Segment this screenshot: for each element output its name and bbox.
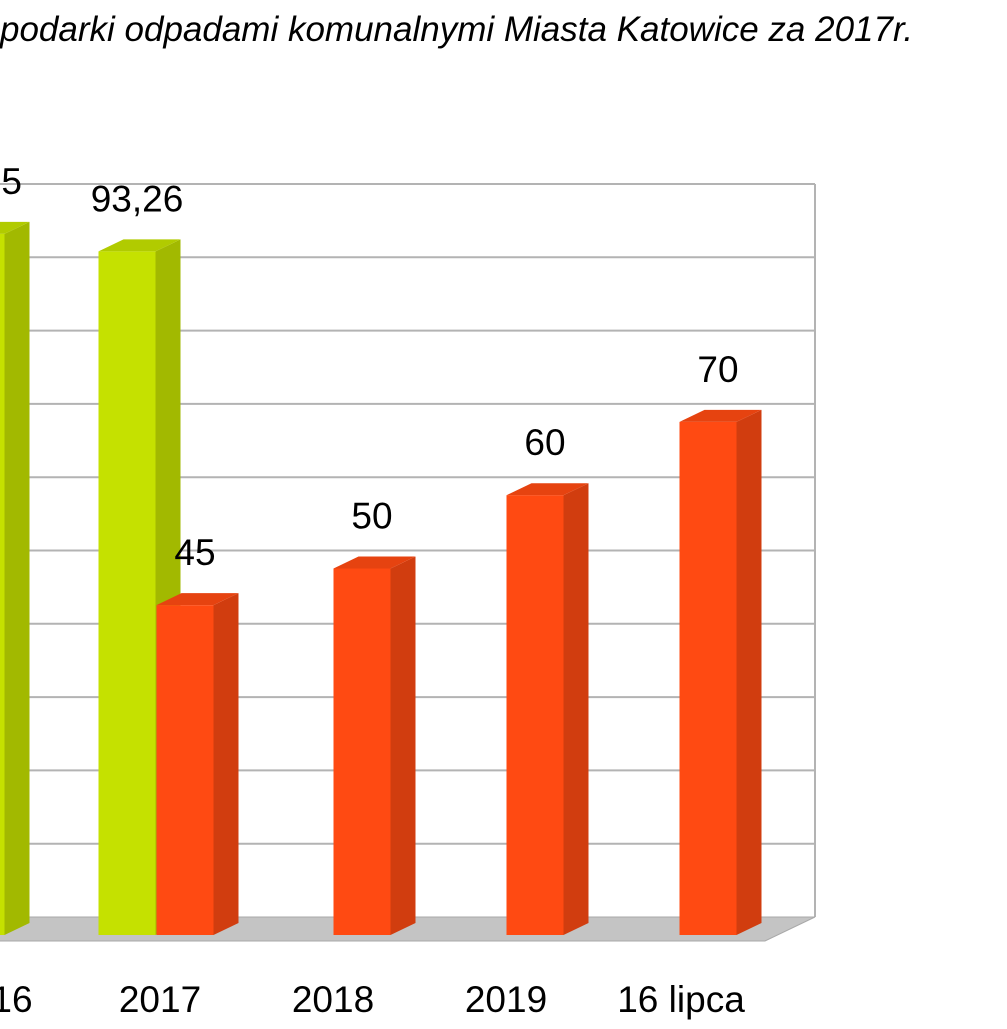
data-label: 5,65 xyxy=(0,161,22,202)
bar-front-face xyxy=(98,251,156,936)
bar-top-face xyxy=(156,593,239,606)
x-tick-label: 2018 xyxy=(292,979,374,1020)
bar xyxy=(333,556,416,935)
grid-layer xyxy=(0,183,816,917)
bar-top-face xyxy=(98,239,181,252)
chart-title: podarki odpadami komunalnymi Miasta Kato… xyxy=(0,10,913,49)
bar-top-face xyxy=(506,483,589,496)
data-label: 60 xyxy=(524,422,565,463)
bar-side-face xyxy=(213,593,239,935)
bar-front-face xyxy=(679,421,737,935)
bar-side-face xyxy=(390,556,416,935)
bar-top-face xyxy=(0,221,30,234)
bar-front-face xyxy=(0,233,5,935)
data-label: 50 xyxy=(351,496,392,537)
bar-front-face xyxy=(506,495,564,935)
bar-side-face xyxy=(563,483,589,935)
data-label: 45 xyxy=(174,532,215,573)
x-tick-label: 16 xyxy=(0,979,33,1020)
bar xyxy=(679,409,762,935)
bar-top-face xyxy=(333,556,416,569)
data-label: 70 xyxy=(697,349,738,390)
bar-side-face xyxy=(736,409,762,935)
bar xyxy=(156,593,239,935)
bar-front-face xyxy=(156,605,214,935)
bar-top-face xyxy=(679,409,762,422)
x-tick-label: 2017 xyxy=(119,979,201,1020)
data-labels-layer: 5,65 93,26 45 50 60 70 xyxy=(0,161,739,573)
x-tick-label: 2019 xyxy=(465,979,547,1020)
bar-side-face xyxy=(4,221,30,935)
x-tick-label: 16 lipca xyxy=(617,979,745,1020)
bar xyxy=(506,483,589,935)
bar-front-face xyxy=(333,568,391,935)
x-axis-ticks-layer: 16 2017 2018 2019 16 lipca xyxy=(0,979,745,1020)
bar xyxy=(0,221,30,935)
data-label: 93,26 xyxy=(91,178,184,219)
bars-layer xyxy=(0,221,762,936)
